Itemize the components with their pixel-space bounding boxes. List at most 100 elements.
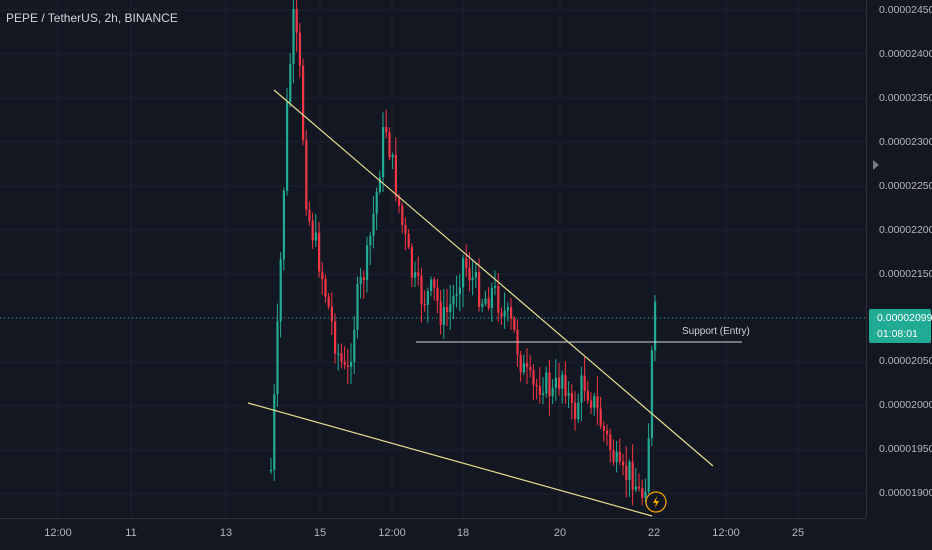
candle-body bbox=[570, 393, 573, 403]
candle-body bbox=[314, 232, 317, 241]
price-scale[interactable]: 0.00002450 0.00002400 0.00002350 0.00002… bbox=[866, 0, 932, 518]
candle-body bbox=[513, 318, 516, 330]
grid-lines bbox=[0, 0, 866, 518]
candle-body bbox=[350, 362, 353, 367]
price-label: 0.00002250 bbox=[879, 180, 932, 192]
candle-body bbox=[638, 486, 641, 489]
lower-trendline[interactable] bbox=[247, 402, 653, 517]
candle-body bbox=[433, 279, 436, 288]
candle-body bbox=[535, 384, 538, 387]
candle-body bbox=[311, 221, 314, 241]
candle-body bbox=[289, 63, 292, 103]
candle-body bbox=[567, 393, 570, 396]
candle-body bbox=[494, 285, 497, 288]
candle-body bbox=[487, 298, 490, 309]
candle-body bbox=[385, 127, 388, 133]
candle-body bbox=[532, 370, 535, 385]
candle-body bbox=[455, 294, 458, 296]
candle-body bbox=[321, 271, 324, 280]
candle-body bbox=[436, 287, 439, 302]
candle-body bbox=[330, 306, 333, 322]
candle-body bbox=[423, 303, 426, 306]
candle-body bbox=[449, 304, 452, 312]
candle-body bbox=[574, 402, 577, 420]
candle-body bbox=[583, 375, 586, 391]
candle-body bbox=[372, 213, 375, 236]
scale-arrow-icon[interactable] bbox=[873, 160, 879, 170]
candle-body bbox=[430, 279, 433, 291]
candle-body bbox=[542, 393, 545, 395]
candle-body bbox=[606, 430, 609, 435]
candle-body bbox=[420, 275, 423, 304]
lightning-icon[interactable] bbox=[645, 491, 667, 513]
candle-body bbox=[324, 279, 327, 297]
candle-body bbox=[340, 353, 343, 362]
candle-body bbox=[490, 287, 493, 309]
candle-body bbox=[538, 386, 541, 395]
candle-body bbox=[327, 296, 330, 307]
candle-body bbox=[628, 461, 631, 480]
candle-body bbox=[545, 372, 548, 394]
candle-body bbox=[631, 461, 634, 490]
price-label: 0.00002000 bbox=[879, 399, 932, 411]
candle-body bbox=[382, 127, 385, 178]
candle-body bbox=[452, 295, 455, 305]
candle-body bbox=[337, 353, 340, 355]
time-label: 22 bbox=[647, 527, 661, 539]
chart-canvas[interactable]: Support (Entry) bbox=[0, 0, 866, 518]
candle-body bbox=[410, 247, 413, 278]
candle-body bbox=[407, 233, 410, 248]
candle-body bbox=[596, 395, 599, 409]
candle-body bbox=[398, 196, 401, 206]
candle-body bbox=[497, 285, 500, 313]
candle-body bbox=[308, 209, 311, 222]
candle-body bbox=[654, 301, 657, 351]
candle-body bbox=[414, 272, 417, 278]
candle-body bbox=[481, 303, 484, 307]
time-label: 25 bbox=[791, 527, 805, 539]
candle-body bbox=[522, 363, 525, 373]
candle-body bbox=[302, 65, 305, 141]
candle-body bbox=[465, 258, 468, 269]
candle-body bbox=[650, 350, 653, 439]
candle-body bbox=[519, 354, 522, 373]
candle-body bbox=[394, 154, 397, 197]
chart-area[interactable]: Support (Entry) PEPE / TetherUS, 2h, BIN… bbox=[0, 0, 866, 518]
time-label: 13 bbox=[219, 527, 233, 539]
price-label: 0.00002300 bbox=[879, 136, 932, 148]
price-label: 0.00002450 bbox=[879, 4, 932, 16]
current-price-value: 0.00002099 bbox=[877, 312, 932, 324]
time-label: 12:00 bbox=[712, 527, 740, 539]
candle-body bbox=[439, 301, 442, 325]
candle-body bbox=[564, 374, 567, 396]
countdown-value: 01:08:01 bbox=[877, 328, 918, 340]
candle-body bbox=[346, 364, 349, 367]
price-label: 0.00002150 bbox=[879, 268, 932, 280]
candle-body bbox=[458, 287, 461, 295]
candle-body bbox=[510, 307, 513, 319]
candle-body bbox=[356, 284, 359, 330]
candle-body bbox=[622, 461, 625, 466]
candle-body bbox=[602, 426, 605, 431]
time-label: 12:00 bbox=[378, 527, 406, 539]
price-label: 0.00001950 bbox=[879, 443, 932, 455]
candle-body bbox=[593, 395, 596, 408]
candle-body bbox=[561, 374, 564, 389]
candle-body bbox=[478, 272, 481, 307]
chart-title: PEPE / TetherUS, 2h, BINANCE bbox=[6, 11, 178, 25]
candle-body bbox=[369, 235, 372, 246]
candle-body bbox=[506, 307, 509, 311]
candle-body bbox=[599, 408, 602, 427]
time-label: 15 bbox=[313, 527, 327, 539]
candle-body bbox=[318, 232, 321, 272]
upper-trendline[interactable] bbox=[273, 89, 714, 467]
candle-body bbox=[484, 298, 487, 304]
candle-body bbox=[375, 191, 378, 214]
candle-body bbox=[334, 321, 337, 354]
time-scale[interactable]: 12:00 11 13 15 12:00 18 20 22 12:00 25 bbox=[0, 518, 866, 550]
price-label: 0.00002400 bbox=[879, 48, 932, 60]
candle-body bbox=[273, 394, 276, 470]
candle-body bbox=[526, 363, 529, 367]
price-label: 0.00002350 bbox=[879, 92, 932, 104]
candle-body bbox=[270, 469, 273, 472]
